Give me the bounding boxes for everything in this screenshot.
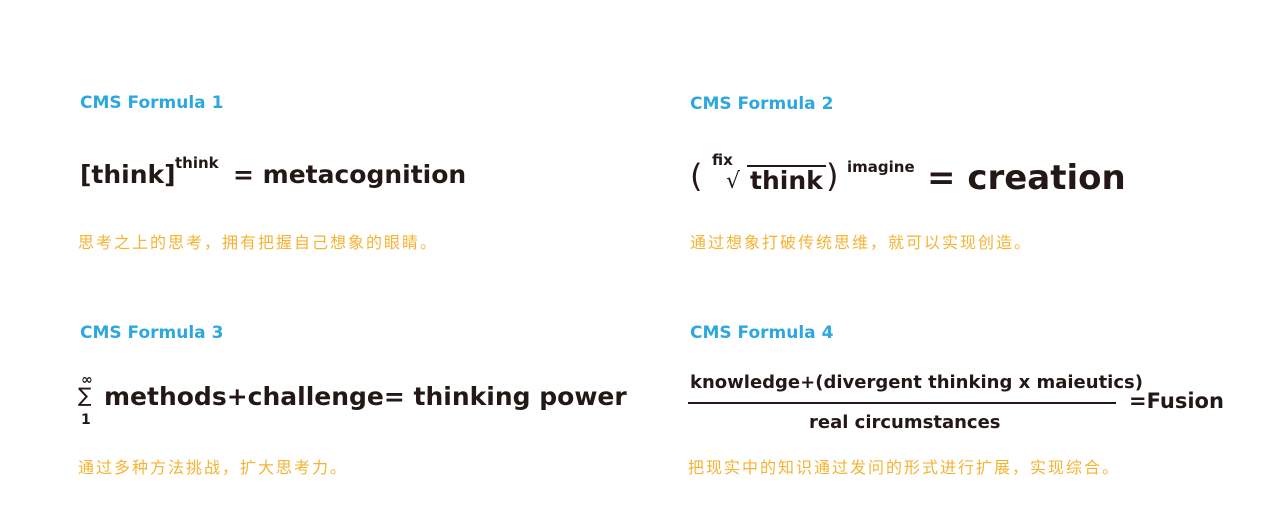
- formula-2-open-paren: (: [690, 157, 703, 195]
- formula-1-description: 思考之上的思考，拥有把握自己想象的眼睛。: [78, 233, 439, 252]
- radical-sign-icon: √: [726, 169, 741, 194]
- formula-4-numerator: knowledge+(divergent thinking x maieutic…: [690, 372, 1143, 393]
- formula-4-denominator: real circumstances: [809, 412, 1001, 433]
- formula-2-radicand: think: [747, 165, 826, 195]
- formula-3-sum-upper: ∞: [81, 372, 93, 388]
- formula-2-exponent: imagine: [847, 158, 915, 176]
- formula-3-sum-lower: 1: [81, 412, 91, 428]
- formula-2-description: 通过想象打破传统思维，就可以实现创造。: [690, 233, 1033, 252]
- formula-2-result: = creation: [927, 158, 1126, 198]
- formula-3-description: 通过多种方法挑战，扩大思考力。: [78, 458, 349, 477]
- formula-2-title: CMS Formula 2: [690, 94, 834, 114]
- formula-4-title: CMS Formula 4: [690, 323, 834, 343]
- formula-1-title: CMS Formula 1: [80, 93, 224, 113]
- formula-3-title: CMS Formula 3: [80, 323, 224, 343]
- formula-4-description: 把现实中的知识通过发问的形式进行扩展，实现综合。: [688, 458, 1121, 477]
- formula-4-result: =Fusion: [1129, 389, 1224, 413]
- formula-3-body: methods+challenge= thinking power: [104, 382, 627, 411]
- sigma-icon: ∑: [78, 383, 92, 407]
- formula-1-exponent: think: [175, 154, 219, 172]
- formula-1-base: [think]: [80, 160, 176, 189]
- formula-2-close-paren: ): [826, 157, 839, 195]
- formula-1-result: = metacognition: [233, 160, 467, 189]
- formula-2-root-index: fix: [712, 151, 733, 169]
- fraction-bar: [688, 402, 1116, 404]
